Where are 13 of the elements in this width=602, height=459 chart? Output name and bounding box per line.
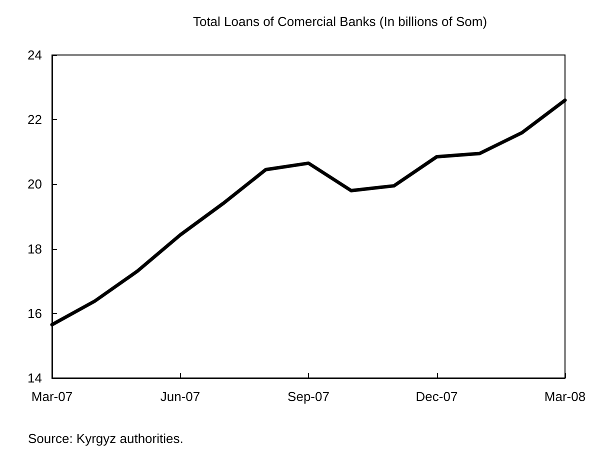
y-tick-label: 20: [28, 176, 42, 192]
y-tick-label: 24: [28, 48, 42, 62]
source-note: Source: Kyrgyz authorities.: [28, 431, 184, 446]
x-tick-label: Jun-07: [160, 389, 200, 404]
y-tick-label: 14: [28, 370, 42, 386]
x-tick-label: Mar-07: [31, 389, 73, 404]
chart-title: Total Loans of Comercial Banks (In billions of Som): [192, 14, 488, 29]
y-tick-label: 16: [28, 306, 42, 321]
y-tick-label: 18: [28, 241, 42, 256]
y-tick-label: 22: [28, 112, 42, 128]
x-tick-label: Mar-08: [544, 389, 586, 404]
x-tick-label: Sep-07: [288, 389, 330, 404]
x-tick-label: Dec-07: [416, 389, 458, 404]
